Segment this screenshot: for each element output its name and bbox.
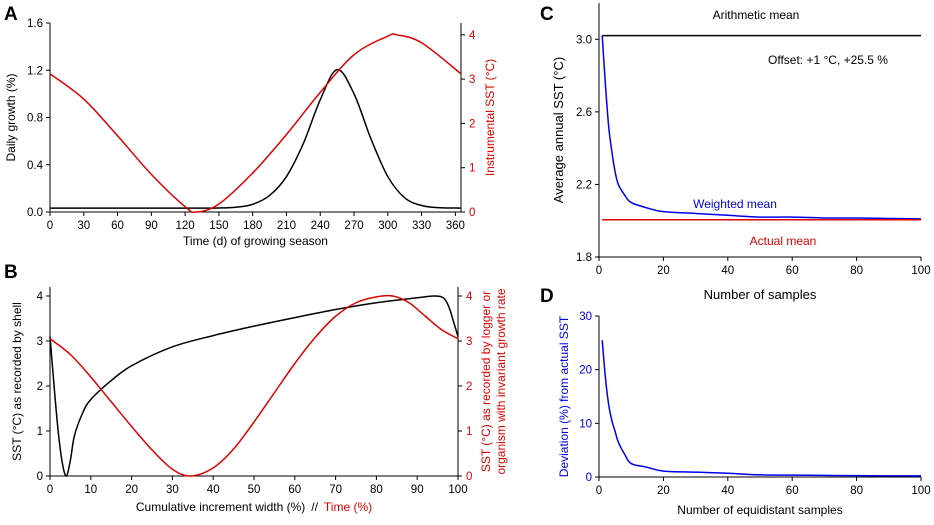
x-axis-label-time: Time (%) [324,500,372,514]
x-tick-label: 150 [209,220,228,232]
y-tick-label: 3.0 [576,34,592,46]
x-tick-label: 20 [125,484,138,496]
x-tick-label: 80 [370,484,383,496]
y-tick-label: 0 [586,472,592,484]
x-tick-label: 40 [721,485,734,497]
chart-c: 0 20 40 60 80 100 1.8 2.2 2.6 3.0 Number of sample… [551,3,931,302]
x-tick-label: 100 [911,265,930,277]
y-tick-label-right: 2 [469,118,475,130]
x-axis-label: Cumulative increment width (%) // Time (%) [136,500,372,514]
panel-label-a: A [4,4,18,25]
x-tick-label: 120 [176,220,195,232]
y-tick-label-right: 3 [469,74,475,86]
x-axis-label-main: Cumulative increment width (%) [136,500,305,514]
x-tick-label: 360 [446,220,465,232]
y-tick-label: 3 [37,336,43,348]
y-tick-label-right: 0 [466,471,472,483]
y-tick-label: 10 [579,418,592,430]
series-line-instrumental-sst [49,33,462,213]
annotation-actual-mean: Actual mean [750,234,817,248]
x-axis-label: Time (d) of growing season [183,234,328,248]
y-tick-label: 0.4 [27,160,44,172]
x-tick-label: 60 [111,220,124,232]
x-tick-label: 80 [850,265,863,277]
x-tick-label: 20 [657,265,670,277]
y-tick-label: 1.2 [27,65,43,77]
y-tick-label-right: 4 [466,291,473,303]
x-tick-label: 80 [850,485,863,497]
y-tick-label-right: 2 [466,381,472,393]
y-axis-label-left: SST (°C) as recorded by shell [10,302,24,461]
x-tick-label: 10 [84,484,97,496]
x-tick-label: 0 [47,220,53,232]
x-tick-label: 50 [248,484,261,496]
x-tick-label: 20 [657,485,670,497]
x-tick-label: 100 [911,485,930,497]
x-tick-label: 100 [448,484,467,496]
y-tick-label: 2.2 [576,179,592,191]
y-tick-label: 0.0 [27,207,43,219]
series-line-sst-by-logger-invariant-growth [49,294,459,477]
y-axis-label: Average annual SST (°C) [551,57,566,203]
annotation-offset: Offset: +1 °C, +25.5 % [768,53,888,67]
y-tick-label-right: 1 [466,426,472,438]
x-tick-label: 0 [47,484,53,496]
x-tick-label: 30 [166,484,179,496]
y-axis-label-right-line1: SST (°C) as recorded by logger or [479,291,493,472]
x-tick-label: 60 [288,484,301,496]
series-line-deviation [601,340,922,477]
x-tick-label: 40 [207,484,220,496]
y-tick-label: 30 [579,311,592,323]
y-axis-label-right-line2: organism with invariant growth rate [494,288,508,474]
y-axis-label-left: Daily growth (%) [4,73,18,161]
y-tick-label: 1.8 [576,252,592,264]
chart-a: 0 30 60 90 120 150 180 210 240 270 300 330 3600.00.4… [4,18,497,248]
y-tick-label: 0 [37,471,43,483]
chart-d: 0 20 40 60 80 100 0 10 20 30 Number of equidistant… [557,311,931,517]
x-tick-label: 300 [378,220,397,232]
x-tick-label: 60 [786,265,799,277]
x-tick-label: 0 [596,485,602,497]
y-tick-label: 2 [37,381,43,393]
x-tick-label: 210 [277,220,296,232]
annotation-weighted-mean: Weighted mean [693,197,777,211]
x-tick-label: 60 [786,485,799,497]
x-axis-label-separator: // [311,500,318,514]
panel-label-c: C [540,4,554,25]
panel-label-d: D [540,286,554,307]
y-tick-label: 20 [579,365,592,377]
y-tick-label-right: 4 [469,30,476,42]
y-tick-label: 4 [37,291,44,303]
y-tick-label: 1.6 [27,18,43,30]
series-line-sst-as-recorded-by-shell [49,295,459,477]
y-tick-label: 0.8 [27,113,43,125]
x-tick-label: 90 [145,220,158,232]
x-tick-label: 90 [411,484,424,496]
x-tick-label: 30 [77,220,90,232]
chart-b: 0 10 20 30 40 50 60 70 80 90 1000123401234Cumulati… [10,287,508,514]
x-tick-label: 40 [721,265,734,277]
x-tick-label: 0 [596,265,602,277]
y-tick-label-right: 3 [466,336,472,348]
x-axis-label: Number of samples [704,287,817,302]
y-tick-label: 2.6 [576,107,592,119]
series-line-weighted-mean [601,35,922,220]
panel-label-b: B [4,262,18,283]
series-line-daily-growth [50,68,462,209]
x-tick-label: 70 [329,484,342,496]
y-tick-label-right: 0 [469,207,475,219]
y-axis-label-right: Instrumental SST (°C) [483,59,497,176]
x-tick-label: 180 [243,220,262,232]
x-tick-label: 270 [344,220,363,232]
annotation-arithmetic-mean: Arithmetic mean [713,8,800,22]
x-tick-label: 240 [311,220,330,232]
y-tick-label-right: 1 [469,163,475,175]
x-tick-label: 330 [412,220,431,232]
y-axis-label: Deviation (%) from actual SST [557,315,571,477]
y-tick-label: 1 [37,426,43,438]
x-axis-label: Number of equidistant samples [677,503,842,517]
